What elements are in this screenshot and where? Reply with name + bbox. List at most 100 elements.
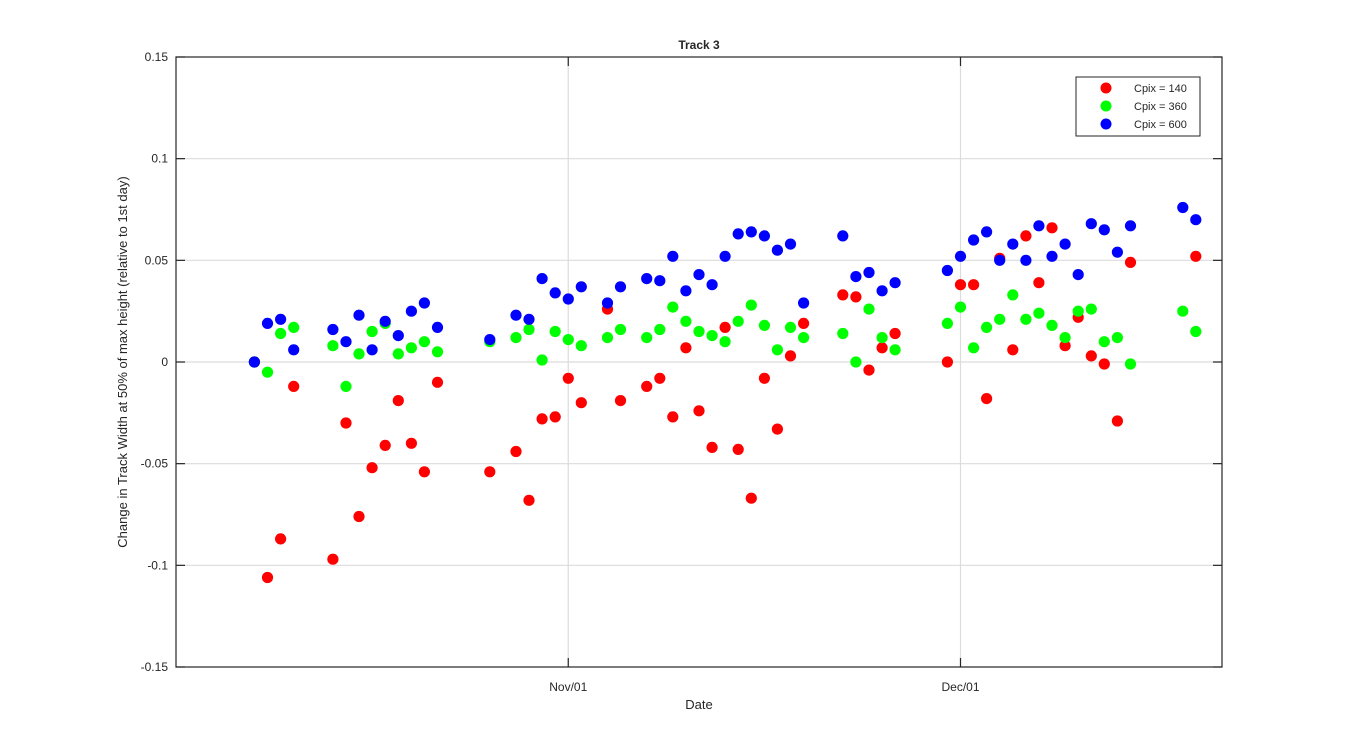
data-point (837, 327, 849, 340)
legend-box (1075, 76, 1201, 137)
data-point (575, 281, 587, 293)
data-point (758, 372, 771, 384)
data-point (392, 395, 404, 407)
data-point (340, 380, 352, 392)
data-point (994, 313, 1006, 325)
data-point (288, 321, 300, 333)
data-point (889, 327, 901, 340)
data-point (850, 356, 862, 368)
data-point (536, 354, 548, 366)
data-point (327, 323, 339, 336)
series-cpix-600 (248, 201, 1202, 368)
data-point (575, 397, 587, 409)
y-tick-label: 0 (161, 355, 168, 369)
data-point (431, 376, 444, 388)
data-point (863, 364, 875, 376)
data-point (706, 330, 718, 342)
data-point (654, 323, 666, 336)
y-tick-label: 0.1 (151, 152, 168, 166)
data-point (1111, 415, 1123, 427)
data-point (1046, 319, 1058, 331)
data-point (353, 348, 365, 360)
data-point (968, 234, 980, 246)
data-point (1190, 250, 1202, 262)
data-point (601, 297, 614, 309)
y-tick-label: 0.05 (145, 253, 169, 267)
data-point (379, 439, 391, 451)
data-point (392, 348, 404, 360)
data-point (994, 254, 1006, 266)
data-point (418, 297, 430, 309)
data-point (1007, 238, 1019, 250)
data-point (484, 466, 496, 478)
data-point (680, 342, 692, 354)
data-point (1007, 344, 1019, 356)
y-tick-label: -0.05 (141, 457, 169, 471)
data-point (863, 303, 875, 315)
data-point (1124, 256, 1137, 268)
data-point (1007, 289, 1019, 301)
data-point (614, 281, 627, 293)
data-point (523, 494, 535, 506)
data-point (732, 315, 744, 327)
data-point (954, 250, 967, 262)
data-point (614, 323, 627, 336)
data-point (719, 321, 731, 333)
data-point (641, 380, 653, 392)
data-point (941, 317, 954, 329)
data-point (418, 336, 430, 348)
data-point (981, 321, 993, 333)
data-point (1124, 220, 1137, 232)
data-point (1190, 325, 1202, 338)
data-point (536, 273, 548, 285)
data-point (1033, 220, 1045, 232)
data-point (366, 462, 378, 474)
data-point (1177, 305, 1189, 317)
data-point (510, 332, 522, 344)
data-point (1020, 230, 1032, 242)
data-point (1033, 307, 1045, 319)
data-point (431, 346, 444, 358)
data-point (863, 266, 875, 279)
data-point (850, 291, 862, 303)
data-point (758, 230, 771, 242)
data-point (510, 445, 522, 458)
data-point (1098, 224, 1110, 236)
data-point (667, 411, 679, 423)
legend: Cpix = 140 Cpix = 360 Cpix = 600 (1075, 76, 1201, 137)
data-point (405, 342, 417, 354)
data-point (876, 285, 888, 297)
data-point (1020, 313, 1032, 325)
legend-label-cpix-140: Cpix = 140 (1134, 83, 1187, 95)
data-point (1085, 303, 1097, 315)
data-point (850, 271, 862, 283)
data-point (1033, 277, 1045, 289)
data-point (614, 395, 627, 407)
data-point (549, 325, 561, 338)
legend-marker-cpix-360 (1100, 100, 1112, 112)
data-point (1111, 332, 1123, 344)
data-point (784, 350, 797, 362)
data-point (771, 423, 784, 435)
data-point (837, 230, 849, 242)
data-point (706, 441, 718, 453)
data-point (693, 269, 705, 281)
x-tick-label: Nov/01 (549, 680, 587, 694)
legend-label-cpix-360: Cpix = 360 (1134, 101, 1187, 113)
data-point (275, 313, 287, 325)
data-point (562, 293, 574, 305)
data-point (366, 344, 378, 356)
legend-label-cpix-600: Cpix = 600 (1134, 119, 1187, 131)
data-point (876, 332, 888, 344)
y-tick-label: 0.15 (145, 50, 169, 64)
data-point (327, 340, 339, 352)
data-point (562, 372, 574, 384)
data-point (1098, 336, 1110, 348)
data-point (1177, 201, 1189, 214)
data-point (981, 393, 993, 405)
data-point (1124, 358, 1137, 370)
data-point (601, 332, 614, 344)
data-point (784, 238, 797, 250)
data-point (549, 287, 561, 299)
